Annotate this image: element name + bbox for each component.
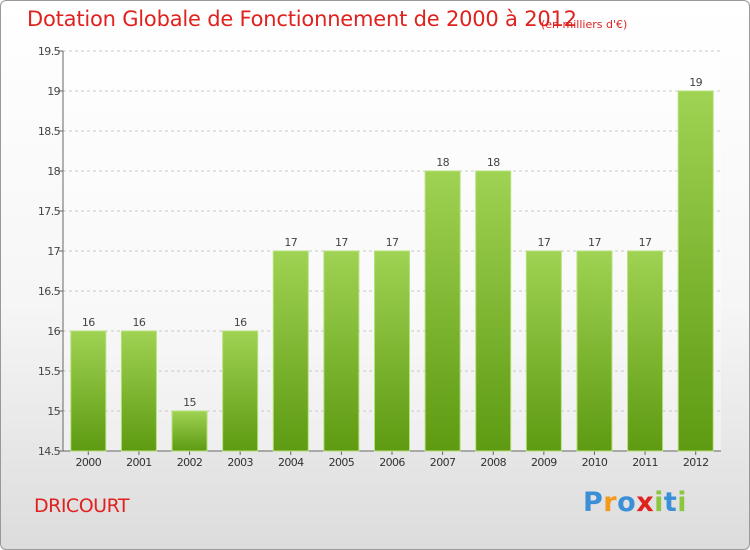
y-tick-label: 15.5 — [38, 365, 61, 378]
bar[interactable] — [70, 330, 107, 452]
x-tick-label: 2012 — [683, 456, 709, 469]
proxiti-logo[interactable]: Proxiti — [583, 487, 687, 518]
bar[interactable] — [677, 90, 714, 452]
data-label: 17 — [284, 236, 297, 249]
bar[interactable] — [424, 170, 461, 452]
logo-letter: o — [617, 487, 637, 518]
data-label: 18 — [436, 156, 449, 169]
x-tick-label: 2006 — [379, 456, 405, 469]
bar[interactable] — [120, 330, 157, 452]
data-label: 16 — [133, 316, 146, 329]
x-tick-label: 2004 — [278, 456, 304, 469]
y-tick-label: 15 — [47, 405, 60, 418]
logo-letter: i — [677, 487, 688, 518]
bar[interactable] — [272, 250, 309, 452]
bar[interactable] — [171, 410, 208, 452]
y-tick-label: 18.5 — [38, 125, 61, 138]
logo-letter: t — [663, 487, 678, 518]
x-tick-label: 2010 — [582, 456, 608, 469]
y-tick-label: 14.5 — [38, 445, 61, 458]
data-label: 15 — [183, 396, 196, 409]
y-tick-label: 16 — [47, 325, 60, 338]
x-tick-label: 2011 — [632, 456, 658, 469]
data-label: 17 — [386, 236, 399, 249]
data-label: 17 — [588, 236, 601, 249]
data-label: 17 — [335, 236, 348, 249]
x-tick-label: 2002 — [177, 456, 203, 469]
bar[interactable] — [627, 250, 664, 452]
y-tick-label: 18 — [47, 165, 60, 178]
x-tick-label: 2008 — [480, 456, 506, 469]
y-tick-label: 17.5 — [38, 205, 61, 218]
chart-subtitle: (en milliers d'€) — [541, 18, 628, 31]
y-tick-label: 17 — [47, 245, 60, 258]
data-label: 16 — [234, 316, 247, 329]
bar[interactable] — [374, 250, 410, 452]
bar[interactable] — [222, 330, 259, 452]
bar[interactable] — [576, 250, 613, 452]
chart-title: Dotation Globale de Fonctionnement de 20… — [27, 7, 577, 31]
x-tick-label: 2000 — [76, 456, 102, 469]
bar[interactable] — [475, 170, 512, 452]
data-label: 17 — [639, 236, 652, 249]
logo-letter: x — [636, 487, 655, 518]
commune-name: DRICOURT — [34, 495, 130, 517]
x-tick-label: 2005 — [329, 456, 355, 469]
y-tick-label: 16.5 — [38, 285, 61, 298]
data-label: 18 — [487, 156, 500, 169]
bar[interactable] — [525, 250, 562, 452]
x-tick-label: 2007 — [430, 456, 456, 469]
data-label: 16 — [82, 316, 95, 329]
logo-letter: i — [654, 487, 664, 518]
logo-letter: P — [583, 487, 604, 518]
bar[interactable] — [323, 250, 360, 452]
x-tick-label: 2003 — [227, 456, 253, 469]
x-tick-label: 2001 — [126, 456, 152, 469]
logo-letter: r — [603, 487, 618, 518]
data-label: 17 — [537, 236, 550, 249]
x-tick-label: 2009 — [531, 456, 557, 469]
y-tick-label: 19.5 — [38, 45, 61, 58]
y-tick-label: 19 — [47, 85, 60, 98]
data-label: 19 — [689, 76, 702, 89]
